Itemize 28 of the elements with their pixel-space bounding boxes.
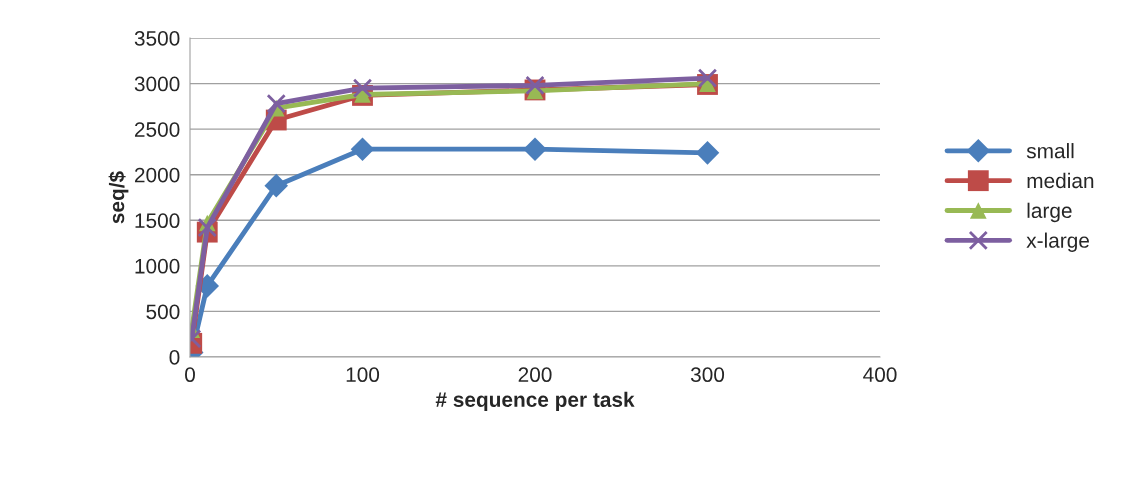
x-tick-label: 200 bbox=[518, 367, 552, 383]
point bbox=[695, 141, 720, 165]
legend-label: x-large bbox=[1026, 232, 1089, 252]
point bbox=[266, 93, 286, 114]
y-tick-label: 3500 bbox=[134, 31, 180, 46]
y-tick-label: 0 bbox=[169, 350, 180, 365]
x-tick-label: 300 bbox=[690, 367, 725, 383]
point bbox=[525, 75, 545, 96]
y-tick-label: 3000 bbox=[134, 76, 180, 92]
point bbox=[697, 68, 718, 88]
y-tick-label: 500 bbox=[146, 304, 180, 320]
y-tick-label: 1500 bbox=[135, 213, 180, 229]
x-axis-title: # sequence per task bbox=[435, 391, 635, 412]
x-tick-label: 100 bbox=[346, 367, 380, 383]
x-tick-label: 0 bbox=[185, 367, 195, 383]
y-tick-label: 2500 bbox=[134, 122, 180, 137]
point bbox=[523, 137, 547, 161]
point bbox=[264, 173, 289, 198]
y-tick-label: 2000 bbox=[134, 167, 180, 183]
legend-label: small bbox=[1026, 143, 1074, 159]
y-axis-title: seq/$ bbox=[108, 171, 129, 224]
point bbox=[197, 217, 217, 238]
legend-label: large bbox=[1027, 202, 1072, 223]
point bbox=[352, 78, 373, 98]
y-tick-label: 1000 bbox=[135, 258, 180, 274]
legend-label: median bbox=[1027, 172, 1094, 189]
x-tick-label: 400 bbox=[863, 367, 897, 383]
point bbox=[350, 137, 375, 161]
